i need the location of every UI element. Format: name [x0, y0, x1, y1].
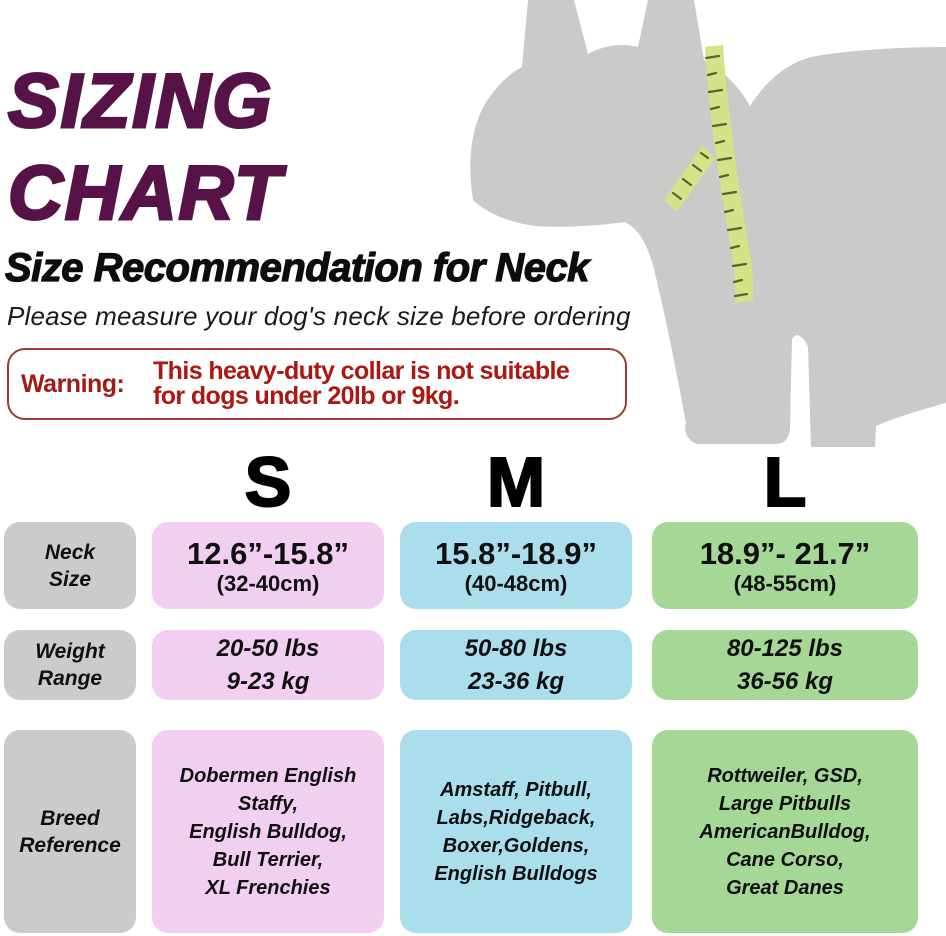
weight-lbs: 20-50 lbs [216, 635, 320, 662]
weight-lbs: 50-80 lbs [464, 635, 568, 662]
cell-weight-range-l: 80-125 lbs 36-56 kg [652, 630, 918, 700]
weight-kg: 36-56 kg [736, 668, 834, 695]
cell-breed-reference-l: Rottweiler, GSD, Large Pitbulls American… [652, 730, 918, 933]
neck-size-cm: (32-40cm) [216, 570, 320, 596]
breed-line: Large Pitbulls [718, 792, 852, 815]
page-title-line-1: SIZING [7, 58, 274, 146]
warning-box: Warning: This heavy-duty collar is not s… [7, 348, 627, 420]
cell-neck-size-m: 15.8”-18.9” (40-48cm) [400, 522, 632, 609]
page-title-line-2: CHART [7, 150, 283, 238]
dog-silhouette [470, 0, 946, 447]
cell-breed-reference-s: Dobermen English Staffy, English Bulldog… [152, 730, 384, 933]
cell-neck-size-s: 12.6”-15.8” (32-40cm) [152, 522, 384, 609]
cell-neck-size-l: 18.9”- 21.7” (48-55cm) [652, 522, 918, 609]
cell-weight-range-s: 20-50 lbs 9-23 kg [152, 630, 384, 700]
column-header-s: S [244, 443, 293, 521]
row-label-neck-size: Neck Size [4, 522, 136, 609]
row-label-line: Breed [40, 806, 100, 830]
subtitle: Size Recommendation for Neck [4, 245, 590, 290]
cell-weight-range-m: 50-80 lbs 23-36 kg [400, 630, 632, 700]
neck-size-cm: (48-55cm) [733, 570, 837, 596]
breed-line: Bull Terrier, [212, 848, 324, 871]
warning-message-line-2: for dogs under 20lb or 9kg. [153, 382, 460, 410]
breed-line: Cane Corso, [726, 848, 844, 871]
column-header-m: M [486, 443, 546, 521]
row-label-weight-range: Weight Range [4, 630, 136, 700]
warning-label: Warning: [21, 369, 125, 398]
page-title: SIZING CHART [7, 56, 283, 240]
row-label-line: Reference [19, 833, 121, 857]
breed-line: Labs,Ridgeback, [436, 806, 596, 829]
weight-lbs: 80-125 lbs [726, 635, 844, 662]
measurement-note: Please measure your dog's neck size befo… [7, 301, 631, 331]
neck-size-inches: 15.8”-18.9” [435, 535, 597, 571]
row-label-breed-reference: Breed Reference [4, 730, 136, 933]
breed-line: AmericanBulldog, [699, 820, 871, 843]
row-label-line: Size [48, 567, 92, 591]
neck-size-inches: 18.9”- 21.7” [699, 535, 871, 571]
tape-tick-marks [671, 54, 749, 298]
row-label-line: Weight [35, 640, 105, 663]
row-label-line: Neck [44, 540, 96, 564]
warning-message: This heavy-duty collar is not suitable f… [153, 357, 570, 410]
dog-illustration [470, 0, 946, 447]
breed-line: Staffy, [237, 792, 299, 815]
neck-size-inches: 12.6”-15.8” [187, 535, 349, 571]
breed-line: Boxer,Goldens, [442, 834, 590, 857]
neck-size-cm: (40-48cm) [464, 570, 568, 596]
warning-message-line-1: This heavy-duty collar is not suitable [153, 357, 570, 385]
column-header-l: L [763, 443, 808, 521]
measuring-tape [664, 45, 754, 303]
breed-line: Great Danes [726, 876, 844, 899]
breed-line: English Bulldog, [189, 820, 347, 843]
weight-kg: 23-36 kg [467, 668, 565, 695]
breed-line: Rottweiler, GSD, [707, 764, 863, 787]
breed-line: Amstaff, Pitbull, [440, 778, 592, 801]
breed-line: English Bulldogs [434, 862, 598, 885]
breed-line: XL Frenchies [205, 876, 331, 899]
cell-breed-reference-m: Amstaff, Pitbull, Labs,Ridgeback, Boxer,… [400, 730, 632, 933]
row-label-line: Range [37, 667, 103, 690]
breed-line: Dobermen English [179, 764, 357, 787]
weight-kg: 9-23 kg [226, 668, 310, 695]
